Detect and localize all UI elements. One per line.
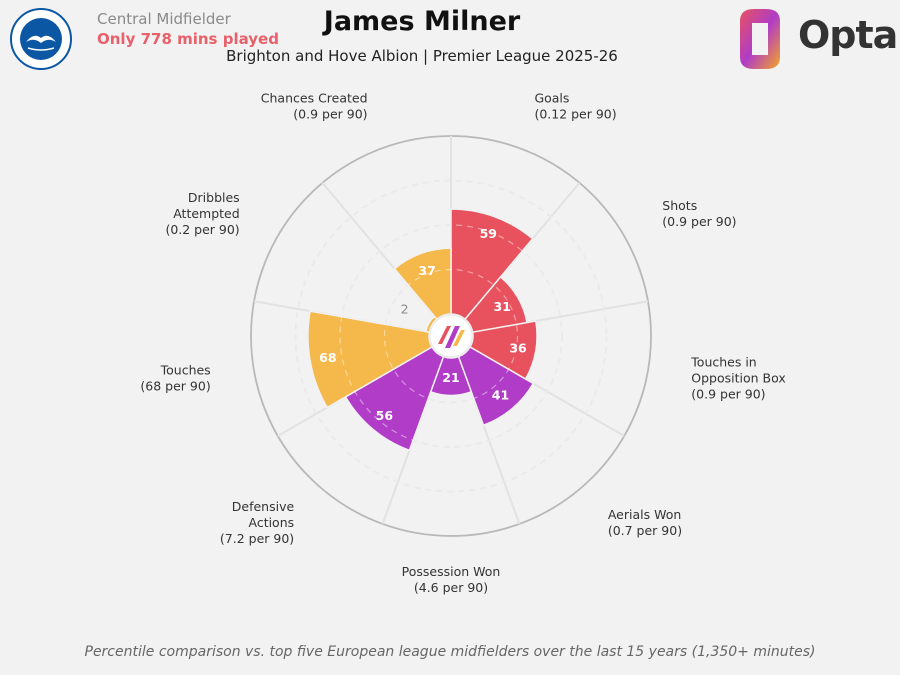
category-label: Touches(68 per 90) [140,362,210,393]
category-name: Chances Created [261,91,368,106]
player-role: Central Midfielder [97,10,231,28]
category-name: Shots [662,198,697,213]
category-name: Attempted [173,206,239,221]
category-per90: (0.9 per 90) [662,214,736,229]
grid-ring [294,179,608,493]
opta-logo-icon [740,9,780,69]
category-name: Possession Won [402,564,501,579]
category-per90: (68 per 90) [140,378,210,393]
bar-possession-won [429,355,473,397]
club-crest-icon [10,8,72,70]
bar-touches [307,310,433,409]
category-name: Touches in [690,354,756,369]
bar-goals [450,208,534,321]
team-league-subtitle: Brighton and Hove Albion | Premier Leagu… [226,47,618,65]
category-per90: (0.2 per 90) [165,222,239,237]
value-label: 37 [418,263,435,278]
bar-touches-in-opposition-box [469,320,538,381]
value-label: 56 [376,408,394,423]
category-per90: (0.9 per 90) [691,386,765,401]
grid-ring-overlay [383,268,519,404]
category-per90: (0.7 per 90) [608,523,682,538]
category-per90: (7.2 per 90) [220,531,294,546]
category-per90: (4.6 per 90) [414,580,488,595]
category-name: Actions [248,515,294,530]
category-name: Opposition Box [691,370,786,385]
brand-name: Opta [798,13,898,57]
bar-defensive-actions [344,345,445,452]
category-label: Shots(0.9 per 90) [662,198,736,229]
value-label: 21 [442,370,459,385]
value-label: 36 [509,340,527,355]
category-label: Possession Won(4.6 per 90) [402,564,501,595]
value-label: 31 [494,299,511,314]
value-label: 2 [401,302,409,317]
category-per90: (0.12 per 90) [534,107,616,122]
category-name: Touches [160,362,211,377]
category-name: Defensive [232,499,295,514]
center-logo-icon [438,326,465,348]
bar-shots [464,275,528,334]
chart-footnote: Percentile comparison vs. top five Europ… [84,644,816,660]
value-label: 59 [480,226,497,241]
grid-ring-overlay [294,179,608,493]
category-label: Goals(0.12 per 90) [534,91,616,122]
value-label: 41 [492,387,509,402]
category-label: Chances Created(0.9 per 90) [261,91,368,122]
player-name-title: James Milner [323,6,521,37]
bar-chances-created [393,247,452,321]
bar-aerials-won [457,345,535,427]
category-label: Aerials Won(0.7 per 90) [608,507,682,538]
category-name: Dribbles [188,190,240,205]
category-name: Aerials Won [608,507,681,522]
minutes-note: Only 778 mins played [97,30,279,48]
grid-ring-overlay [339,224,563,448]
category-name: Goals [534,91,569,106]
value-label: 68 [319,350,336,365]
category-per90: (0.9 per 90) [293,107,367,122]
